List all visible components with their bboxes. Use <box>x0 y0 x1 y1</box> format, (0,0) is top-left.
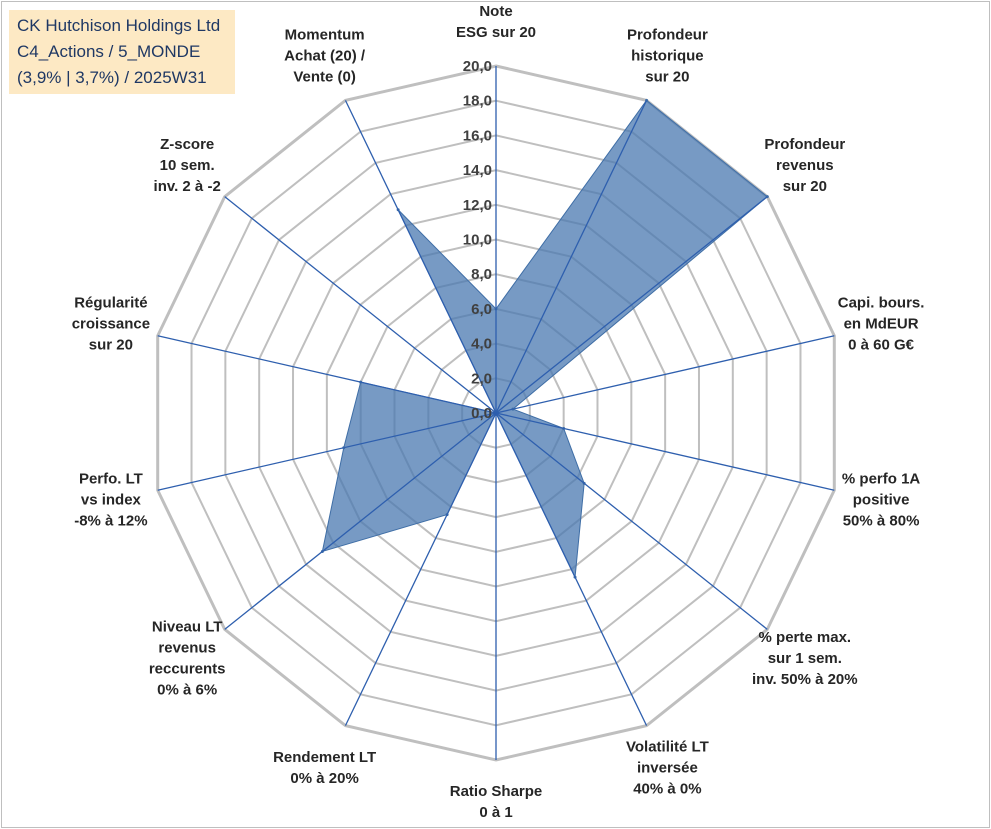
period-info: (3,9% | 3,7%) / 2025W31 <box>17 68 207 87</box>
tick-label: 2,0 <box>471 370 492 387</box>
axis-spoke <box>157 412 497 491</box>
tick-label: 14,0 <box>463 162 492 179</box>
tick-label: 12,0 <box>463 197 492 214</box>
tick-label: 18,0 <box>463 93 492 110</box>
tick-label: 8,0 <box>471 266 492 283</box>
tick-label: 20,0 <box>463 58 492 75</box>
axis-label: Perfo. LT vs index -8% à 12% <box>74 470 147 529</box>
axis-label: Z-score 10 sem. inv. 2 à -2 <box>154 136 221 195</box>
axis-label: % perte max. sur 1 sem. inv. 50% à 20% <box>752 629 858 688</box>
axis-spoke <box>344 412 497 726</box>
axis-spoke <box>224 412 497 630</box>
axis-label: Régularité croissance sur 20 <box>72 295 150 354</box>
company-name: CK Hutchison Holdings Ltd <box>17 16 221 35</box>
axis-label: Profondeur historique sur 20 <box>627 27 708 86</box>
axis-label: Momentum Achat (20) / Vente (0) <box>284 27 366 86</box>
tick-label: 10,0 <box>463 232 492 249</box>
axis-spoke <box>344 100 497 414</box>
axis-label: Note ESG sur 20 <box>456 3 536 41</box>
axis-spoke <box>495 412 768 630</box>
tick-label: 16,0 <box>463 127 492 144</box>
axis-spoke <box>495 100 648 414</box>
axis-spoke <box>157 335 497 414</box>
info-box: CK Hutchison Holdings Ltd C4_Actions / 5… <box>9 10 235 94</box>
axis-label: Rendement LT 0% à 20% <box>273 749 376 787</box>
axis-label: % perfo 1A positive 50% à 80% <box>842 470 921 529</box>
axis-spoke <box>495 412 648 726</box>
axis-label: Ratio Sharpe 0 à 1 <box>450 783 543 821</box>
portfolio-name: C4_Actions / 5_MONDE <box>17 42 201 61</box>
series-area <box>321 99 769 579</box>
axis-spoke <box>224 196 497 414</box>
axis-spoke <box>495 412 835 491</box>
axis-spoke <box>495 335 835 414</box>
axis-label: Profondeur revenus sur 20 <box>764 136 845 195</box>
axis-label: Volatilité LT inversée 40% à 0% <box>626 738 709 797</box>
tick-label: 0,0 <box>471 405 492 422</box>
tick-label: 4,0 <box>471 336 492 353</box>
axis-label: Niveau LT revenus reccurents 0% à 6% <box>149 618 226 698</box>
tick-label: 6,0 <box>471 301 492 318</box>
axis-label: Capi. bours. en MdEUR 0 à 60 G€ <box>838 295 925 354</box>
axis-spoke <box>495 196 768 414</box>
